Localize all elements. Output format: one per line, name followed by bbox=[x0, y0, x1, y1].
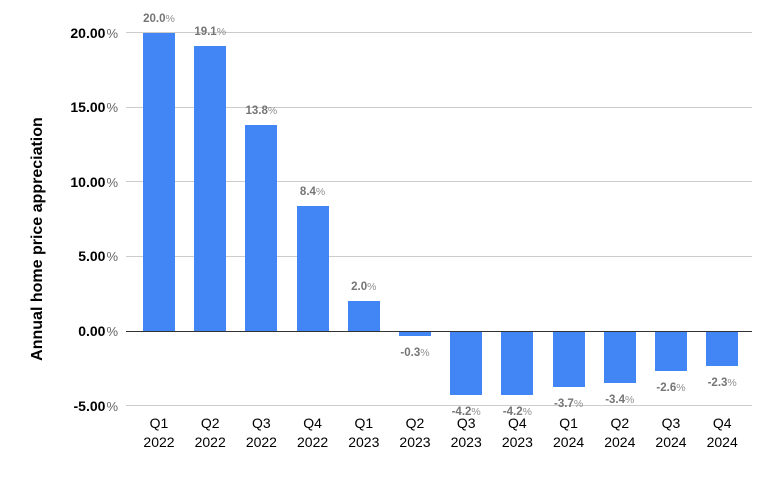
bar-value-label: 8.4% bbox=[299, 185, 326, 198]
x-tick-quarter: Q1 bbox=[149, 415, 169, 431]
bar bbox=[143, 32, 175, 331]
x-tick-year: 2024 bbox=[553, 434, 585, 450]
bar bbox=[603, 332, 636, 383]
x-tick-quarter: Q1 bbox=[354, 415, 374, 431]
bar bbox=[194, 46, 227, 331]
bar bbox=[245, 125, 278, 331]
x-tick-year: 2022 bbox=[143, 434, 175, 450]
x-tick-year: 2024 bbox=[706, 434, 738, 450]
y-axis-tick-label: 15.00% bbox=[70, 99, 118, 116]
bar-value-label: 20.0% bbox=[143, 12, 175, 25]
x-tick-year: 2024 bbox=[604, 434, 636, 450]
x-tick-year: 2023 bbox=[399, 434, 431, 450]
gridline bbox=[126, 255, 752, 257]
bar-value-label: -2.3% bbox=[707, 377, 737, 390]
y-axis-title: Annual home price appreciation bbox=[29, 117, 46, 361]
zero-axis-line bbox=[126, 330, 752, 332]
x-tick-quarter: Q2 bbox=[610, 415, 630, 431]
bar-value-label: -0.3% bbox=[400, 347, 430, 360]
x-axis-tick-label: Q3 2023 bbox=[434, 414, 498, 452]
x-tick-quarter: Q2 bbox=[200, 415, 220, 431]
y-axis-tick-label: 5.00% bbox=[78, 248, 118, 265]
x-axis-tick-label: Q1 2023 bbox=[332, 414, 396, 452]
x-tick-quarter: Q2 bbox=[405, 415, 425, 431]
bar-value-label: 13.8% bbox=[245, 105, 278, 118]
x-tick-year: 2023 bbox=[501, 434, 533, 450]
bar-value-label: -3.4% bbox=[605, 393, 635, 406]
x-tick-quarter: Q3 bbox=[661, 415, 681, 431]
bar bbox=[347, 301, 380, 331]
x-tick-quarter: Q3 bbox=[252, 415, 271, 431]
x-axis-tick-label: Q1 2024 bbox=[537, 414, 601, 452]
x-tick-year: 2023 bbox=[450, 434, 482, 450]
x-tick-quarter: Q4 bbox=[712, 415, 732, 431]
gridline bbox=[126, 32, 752, 34]
bar-value-label: 19.1% bbox=[194, 26, 227, 39]
bar bbox=[501, 332, 534, 395]
x-axis-tick-label: Q2 2022 bbox=[178, 414, 242, 452]
x-axis-tick-label: Q4 2022 bbox=[281, 414, 345, 452]
bar bbox=[655, 332, 687, 371]
x-tick-year: 2022 bbox=[245, 434, 277, 450]
bar-value-label: -4.2% bbox=[451, 405, 481, 418]
x-tick-year: 2022 bbox=[194, 434, 226, 450]
x-axis-tick-label: Q3 2022 bbox=[229, 414, 293, 452]
bar bbox=[399, 332, 431, 337]
x-tick-quarter: Q1 bbox=[559, 415, 578, 431]
bar bbox=[552, 332, 585, 388]
x-tick-quarter: Q4 bbox=[508, 415, 527, 431]
x-tick-year: 2022 bbox=[297, 434, 329, 450]
x-axis-tick-label: Q2 2024 bbox=[588, 414, 652, 452]
bar-value-label: -2.6% bbox=[656, 381, 686, 394]
bar-value-label: -3.7% bbox=[554, 398, 584, 411]
gridline bbox=[126, 106, 752, 108]
bar bbox=[450, 332, 483, 395]
gridline bbox=[126, 405, 752, 407]
y-axis-tick-label: 0.00% bbox=[78, 323, 118, 339]
bar-value-label: -4.2% bbox=[502, 405, 532, 418]
x-tick-quarter: Q3 bbox=[456, 415, 476, 431]
x-axis-tick-label: Q4 2023 bbox=[485, 414, 549, 452]
x-axis-tick-label: Q3 2024 bbox=[639, 414, 703, 452]
bar bbox=[706, 332, 739, 367]
y-axis-tick-label: 10.00% bbox=[70, 173, 118, 190]
x-tick-year: 2023 bbox=[348, 434, 380, 450]
bar-value-label: 2.0% bbox=[351, 281, 377, 294]
bar bbox=[296, 205, 329, 331]
x-axis-tick-label: Q1 2022 bbox=[127, 414, 191, 452]
y-axis-tick-label: 20.00% bbox=[70, 24, 118, 41]
y-axis-tick-label: -5.00% bbox=[73, 397, 118, 414]
gridline bbox=[126, 181, 752, 183]
x-axis-tick-label: Q2 2023 bbox=[383, 414, 447, 452]
x-tick-year: 2024 bbox=[655, 434, 687, 450]
x-axis-tick-label: Q4 2024 bbox=[690, 414, 754, 452]
x-tick-quarter: Q4 bbox=[303, 415, 322, 431]
